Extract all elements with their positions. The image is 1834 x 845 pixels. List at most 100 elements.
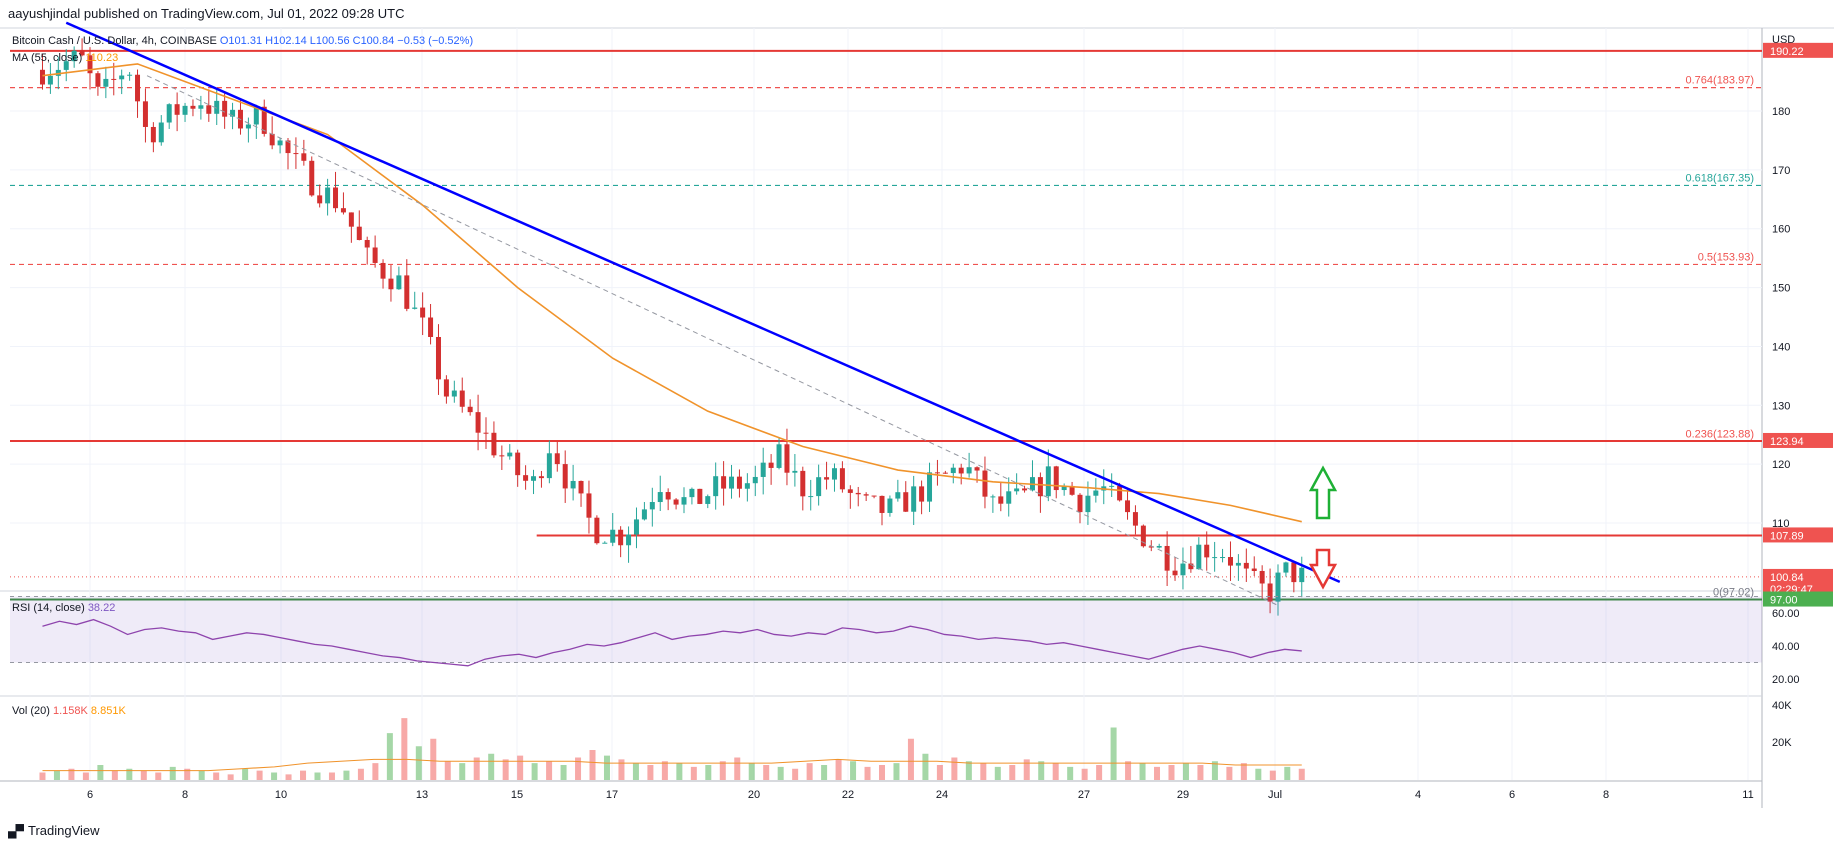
candle: [950, 463, 956, 484]
candle: [776, 437, 782, 470]
candle-body: [800, 470, 806, 497]
candle-body: [87, 55, 93, 74]
fib-level-label: 0(97.02): [1713, 586, 1754, 598]
volume-bar: [227, 774, 234, 780]
candle: [554, 441, 560, 472]
candle: [190, 99, 196, 117]
candle-body: [182, 105, 188, 115]
candle-body: [768, 462, 774, 468]
candle: [515, 449, 521, 487]
candle: [602, 541, 608, 544]
candle: [752, 465, 758, 497]
volume-bar: [444, 761, 451, 780]
candle: [1251, 556, 1257, 577]
candle: [95, 71, 101, 96]
candle: [919, 480, 925, 515]
candle-body: [919, 486, 925, 502]
candle: [1022, 485, 1028, 493]
volume-bar: [328, 772, 335, 780]
candle: [475, 394, 481, 451]
price-badge: 107.89: [1763, 527, 1833, 543]
candle-body: [1235, 562, 1241, 566]
candle-body: [824, 477, 830, 480]
candle: [562, 450, 568, 503]
volume-bar: [1154, 766, 1161, 780]
candle: [491, 421, 497, 458]
candle-body: [633, 519, 639, 535]
time-tick-label: 8: [182, 789, 188, 801]
candle-body: [174, 104, 180, 115]
candle-body: [1283, 562, 1289, 573]
candle-body: [198, 105, 204, 109]
candle: [1204, 531, 1210, 571]
candle-body: [1014, 488, 1020, 492]
candle: [855, 486, 861, 507]
ma-legend: MA (55, close) 110.23: [12, 52, 118, 64]
candle: [998, 481, 1004, 512]
volume-bar: [1269, 770, 1276, 780]
candle: [1061, 483, 1067, 496]
candle: [1125, 488, 1131, 520]
candle: [942, 470, 948, 474]
candle-body: [721, 476, 727, 489]
candle: [934, 459, 940, 486]
volume-bar: [936, 765, 943, 780]
candle: [831, 463, 837, 492]
candle: [649, 487, 655, 527]
candle: [610, 513, 616, 547]
candle: [879, 495, 885, 526]
candle-body: [467, 406, 473, 413]
candle-body: [990, 496, 996, 498]
candle: [903, 481, 909, 513]
candle-body: [1022, 488, 1028, 491]
price-tick-label: 170: [1772, 165, 1790, 177]
price-badge-label: 123.94: [1770, 436, 1804, 448]
candle-body: [459, 390, 465, 407]
candle-body: [1061, 485, 1067, 491]
volume-bar: [1240, 763, 1247, 780]
volume-bar: [430, 738, 437, 780]
fib-level-label: 0.764(183.97): [1686, 75, 1755, 87]
rsi-tick-label: 20.00: [1772, 674, 1800, 686]
candle-body: [752, 476, 758, 484]
candle-body: [325, 187, 331, 204]
candle-body: [483, 432, 489, 434]
time-tick-label: 6: [87, 789, 93, 801]
volume-bar: [1067, 766, 1074, 780]
volume-bar: [1298, 768, 1305, 780]
candle-body: [531, 476, 537, 481]
candle: [1196, 537, 1202, 570]
volume-bar: [155, 772, 162, 780]
candle-body: [1267, 583, 1273, 602]
candle: [174, 92, 180, 132]
candle: [372, 235, 378, 268]
volume-bar: [1139, 763, 1146, 780]
candle: [721, 461, 727, 506]
time-tick-label: 22: [842, 789, 854, 801]
price-badge-label: 97.00: [1770, 595, 1798, 607]
candle-body: [1093, 490, 1099, 496]
candle-body: [958, 467, 964, 474]
candle-body: [942, 472, 948, 474]
volume-bar: [661, 761, 668, 780]
candle-body: [1299, 567, 1305, 583]
volume-bar: [1096, 765, 1103, 780]
candle: [800, 466, 806, 511]
volume-legend-value-1: 1.158K: [52, 705, 88, 717]
candle-body: [887, 498, 893, 513]
volume-bar: [676, 763, 683, 780]
volume-bar: [256, 770, 263, 780]
candle-body: [119, 75, 125, 80]
candle: [697, 488, 703, 505]
down-arrow-icon: [1308, 548, 1338, 590]
candle-body: [95, 73, 101, 87]
candle: [538, 470, 544, 488]
volume-bar: [719, 761, 726, 780]
candle-body: [831, 468, 837, 480]
candle-body: [610, 529, 616, 543]
candle: [222, 91, 228, 129]
candle-body: [103, 78, 109, 87]
candle: [443, 375, 449, 404]
rsi-legend: RSI (14, close) 38.22: [12, 602, 115, 614]
